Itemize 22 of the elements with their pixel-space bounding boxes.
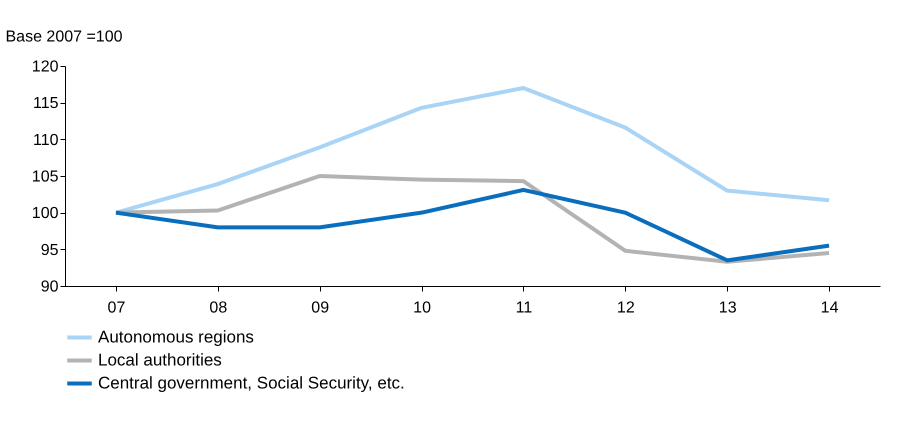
- line-series: [114, 188, 832, 262]
- x-tick-label: 07: [108, 300, 126, 316]
- legend-label: Central government, Social Security, etc.: [98, 374, 405, 392]
- x-tick-label: 12: [616, 300, 635, 316]
- y-tick-label: 95: [40, 242, 59, 259]
- y-tick-label: 115: [32, 95, 59, 112]
- x-tick-label: 13: [718, 300, 737, 316]
- x-tick-label: 08: [209, 300, 228, 316]
- x-tick-label: 10: [413, 300, 432, 316]
- line-series: [114, 174, 832, 264]
- legend-label: Autonomous regions: [98, 328, 254, 346]
- y-tick-label: 120: [32, 58, 59, 76]
- legend-label: Local authorities: [98, 350, 222, 370]
- y-tick-label: 105: [32, 168, 59, 186]
- y-tick-label: 90: [40, 278, 59, 296]
- x-tick-label: 09: [311, 300, 330, 316]
- line-series: [114, 86, 832, 215]
- x-tick-label: 14: [820, 300, 839, 316]
- y-tick-label: 100: [32, 205, 59, 222]
- y-tick-label: 110: [32, 132, 59, 149]
- y-axis-title: Base 2007 =100: [6, 28, 123, 46]
- x-tick-label: 11: [516, 300, 532, 316]
